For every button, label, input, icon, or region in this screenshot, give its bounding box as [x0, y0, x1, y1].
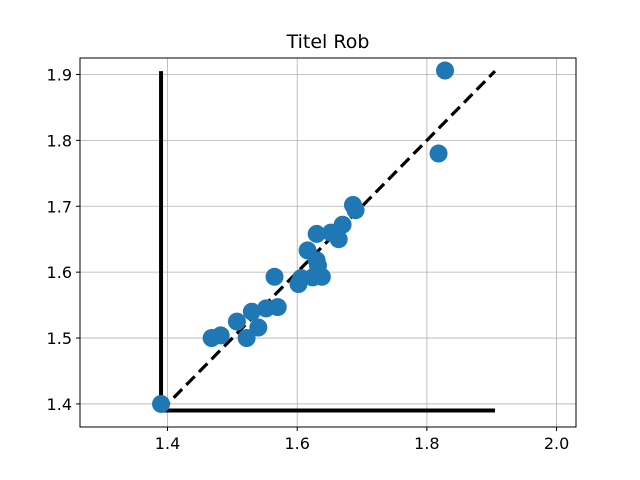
y-tick-label: 1.5	[47, 329, 72, 348]
x-tick-label: 1.8	[414, 434, 439, 453]
y-tick-label: 1.6	[47, 263, 72, 282]
x-tick-label: 1.4	[155, 434, 180, 453]
data-point	[249, 318, 268, 337]
data-point	[333, 215, 352, 234]
chart-title: Titel Rob	[286, 31, 370, 53]
y-tick-label: 1.4	[47, 395, 72, 414]
plot-frame	[79, 57, 577, 428]
data-points	[152, 61, 455, 413]
y-tick-label: 1.7	[47, 197, 72, 216]
data-point	[237, 329, 256, 348]
data-point	[265, 267, 284, 286]
y-tick-label: 1.9	[47, 65, 72, 84]
data-point	[227, 312, 246, 331]
y-tick-label: 1.8	[47, 131, 72, 150]
data-point	[312, 267, 331, 286]
data-point	[436, 61, 455, 80]
axis-ticks: 1.4 1.6 1.8 2.0 1.4 1.5 1.6 1.7 1.8 1.9	[47, 65, 570, 453]
data-point	[429, 144, 448, 163]
data-point	[346, 201, 365, 220]
data-point	[268, 298, 287, 317]
x-tick-label: 2.0	[544, 434, 569, 453]
data-point	[307, 224, 326, 243]
data-point	[152, 394, 171, 413]
data-point	[211, 326, 230, 345]
data-point	[329, 230, 348, 249]
data-point	[242, 302, 261, 321]
x-tick-label: 1.6	[284, 434, 309, 453]
